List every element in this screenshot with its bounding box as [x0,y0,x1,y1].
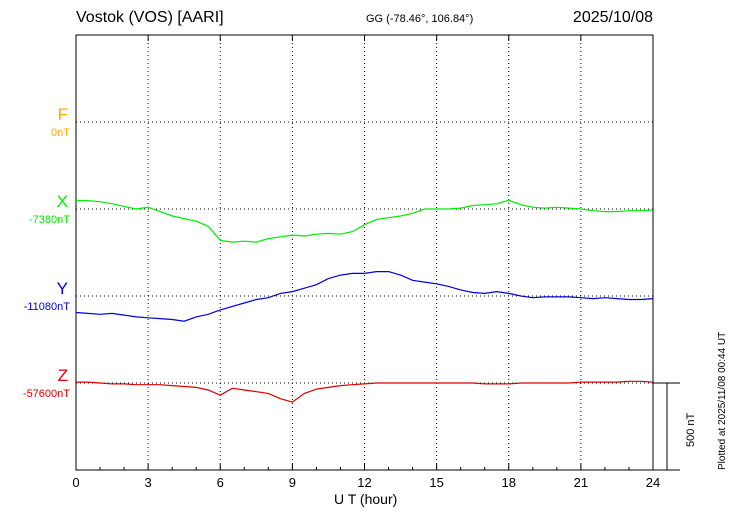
x-tick-label-8: 24 [646,475,660,490]
station-title: Vostok (VOS) [AARI] [76,9,224,26]
scale-bar [653,382,680,471]
series-baseline-f: 0nT [51,127,70,139]
x-tick-label-7: 21 [574,475,588,490]
x-tick-label-4: 12 [357,475,371,490]
grid-lines [76,35,653,470]
station-coordinates: GG (-78.46°, 106.84°) [366,13,474,25]
x-axis-ticks: 0 3 6 9 12 15 18 21 24 [72,35,660,490]
series-line-x [75,199,654,243]
chart-date: 2025/10/08 [572,9,653,26]
x-axis-title: U T (hour) [334,491,398,507]
series-label-x: X [56,192,68,211]
series-label-f: F [57,105,68,124]
series-baseline-x: -7380nT [29,214,70,226]
series-line-y [75,271,654,322]
x-tick-label-5: 15 [429,475,443,490]
series-label-z: Z [57,366,68,385]
x-tick-label-6: 18 [502,475,516,490]
x-tick-label-2: 6 [217,475,224,490]
x-tick-label-1: 3 [145,475,152,490]
series-baseline-y: -11080nT [23,301,70,313]
plot-frame [75,34,654,471]
series-label-y: Y [56,279,68,298]
series-baseline-z: -57600nT [22,388,70,400]
series-line-z [76,380,654,403]
x-tick-label-3: 9 [289,475,296,490]
x-tick-label-0: 0 [72,475,79,490]
series-group [75,199,654,403]
